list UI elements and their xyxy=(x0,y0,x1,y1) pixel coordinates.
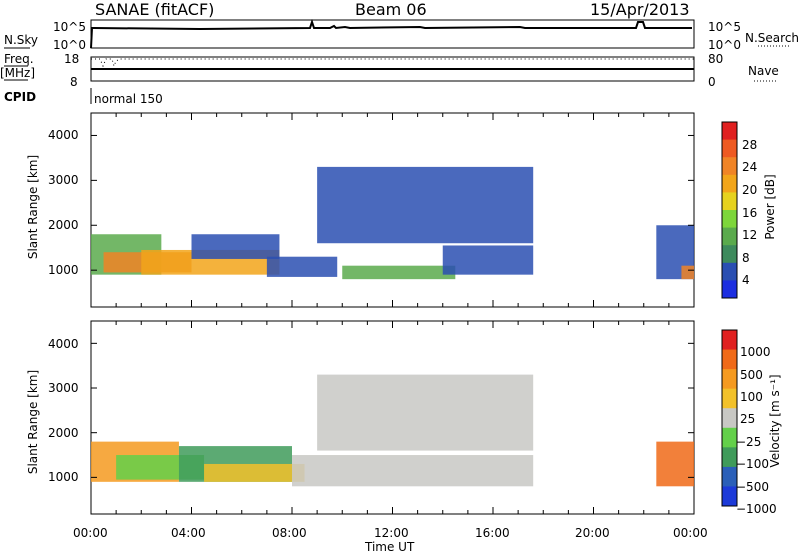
power-colorbar xyxy=(721,121,738,299)
velocity-colorbar-swatch-3 xyxy=(722,388,737,409)
velocity-blob-5 xyxy=(317,374,534,451)
vel-cbar-tick-m500: −500 xyxy=(736,480,769,494)
xtick-1600: 16:00 xyxy=(475,526,510,540)
nave-right-tick-top: 80 xyxy=(708,52,724,66)
velocity-blob-6 xyxy=(656,441,694,487)
power-colorbar-swatch-4 xyxy=(722,192,737,211)
vel-cbar-tick-1000: 1000 xyxy=(740,345,771,359)
velocity-ytick-2000: 2000 xyxy=(48,426,79,440)
sky-trace xyxy=(90,18,692,49)
power-blob-7 xyxy=(317,166,534,244)
n-sky-label: N.Sky xyxy=(4,33,39,47)
cpid-label: CPID xyxy=(4,90,37,104)
sky-left-tick-top: 10^5 xyxy=(53,20,86,34)
velocity-ytick-4000: 4000 xyxy=(48,337,79,351)
power-colorbar-swatch-2 xyxy=(722,157,737,176)
cpid-mode-text: normal 150 xyxy=(94,92,163,106)
sky-panel-frame xyxy=(90,19,695,49)
xtick-0400: 04:00 xyxy=(171,526,206,540)
power-cbar-tick-12: 12 xyxy=(742,228,758,242)
xtick-1200: 12:00 xyxy=(374,526,409,540)
sky-right-tick-bottom: 10^0 xyxy=(708,38,741,52)
power-colorbar-swatch-6 xyxy=(722,227,737,246)
power-cbar-tick-28: 28 xyxy=(742,138,758,152)
xtick-0800: 08:00 xyxy=(272,526,307,540)
power-cbar-tick-16: 16 xyxy=(742,206,758,220)
xtick-2000: 20:00 xyxy=(575,526,610,540)
freq-unit-label: [MHz] xyxy=(0,66,36,80)
vel-cbar-tick-m1000: −1000 xyxy=(736,502,777,516)
power-colorbar-swatch-3 xyxy=(722,174,737,193)
velocity-colorbar-swatch-1 xyxy=(722,349,737,370)
vel-cbar-tick-25: 25 xyxy=(740,412,756,426)
power-colorbar-frame xyxy=(721,121,738,299)
power-ytick-2000: 2000 xyxy=(48,218,79,232)
sky-right-tick-top: 10^5 xyxy=(708,20,741,34)
velocity-colorbar-swatch-7 xyxy=(722,466,737,487)
power-colorbar-swatch-9 xyxy=(722,280,737,299)
power-cbar-tick-24: 24 xyxy=(742,160,758,174)
nave-right-tick-bottom: 0 xyxy=(708,75,716,89)
nave-trace xyxy=(91,58,694,68)
xtick-2400: 00:00 xyxy=(673,526,708,540)
power-colorbar-swatch-8 xyxy=(722,262,737,281)
velocity-colorbar-swatch-5 xyxy=(722,427,737,448)
velocity-blob-3 xyxy=(204,463,305,482)
xtick-0000: 00:00 xyxy=(73,526,108,540)
velocity-colorbar-swatch-2 xyxy=(722,369,737,390)
power-blob-5 xyxy=(342,265,456,280)
velocity-colorbar-swatch-4 xyxy=(722,408,737,429)
power-blob-6 xyxy=(442,245,534,275)
power-colorbar-swatch-5 xyxy=(722,210,737,229)
vel-cbar-tick-m100: −100 xyxy=(736,457,769,471)
power-blob-3 xyxy=(191,234,280,259)
power-cbar-tick-20: 20 xyxy=(742,183,758,197)
freq-left-tick-bottom: 8 xyxy=(70,75,78,89)
radar-title: SANAE (fitACF) xyxy=(95,0,215,19)
vel-cbar-tick-500: 500 xyxy=(740,368,763,382)
velocity-colorbar-swatch-6 xyxy=(722,447,737,468)
velocity-ytick-1000: 1000 xyxy=(48,470,79,484)
power-ytick-1000: 1000 xyxy=(48,263,79,277)
nave-label: Nave xyxy=(748,64,779,78)
power-colorbar-swatch-1 xyxy=(722,139,737,158)
power-cbar-tick-8: 8 xyxy=(742,251,750,265)
power-colorbar-swatch-7 xyxy=(722,245,737,264)
power-colorbar-swatch-0 xyxy=(722,122,737,141)
vel-cbar-tick-m25: −25 xyxy=(736,435,762,449)
vel-cbar-tick-100: 100 xyxy=(740,390,763,404)
velocity-colorbar xyxy=(721,329,738,507)
freq-label: Freq. xyxy=(4,52,34,66)
power-ytick-3000: 3000 xyxy=(48,173,79,187)
power-ytick-4000: 4000 xyxy=(48,128,79,142)
date-label: 15/Apr/2013 xyxy=(590,0,690,19)
beam-label: Beam 06 xyxy=(355,0,427,19)
power-cbar-tick-4: 4 xyxy=(742,273,750,287)
sky-left-tick-bottom: 10^0 xyxy=(53,38,86,52)
freq-left-tick-top: 18 xyxy=(64,52,80,66)
velocity-colorbar-swatch-8 xyxy=(722,486,737,507)
power-blob-4 xyxy=(266,256,338,277)
velocity-ytick-3000: 3000 xyxy=(48,381,79,395)
power-blob-9 xyxy=(681,265,694,280)
velocity-colorbar-swatch-0 xyxy=(722,330,737,351)
velocity-colorbar-frame xyxy=(721,329,738,507)
x-axis-label: Time UT xyxy=(365,540,415,554)
n-search-label: N.Search xyxy=(745,31,800,45)
velocity-blob-4 xyxy=(292,455,534,487)
